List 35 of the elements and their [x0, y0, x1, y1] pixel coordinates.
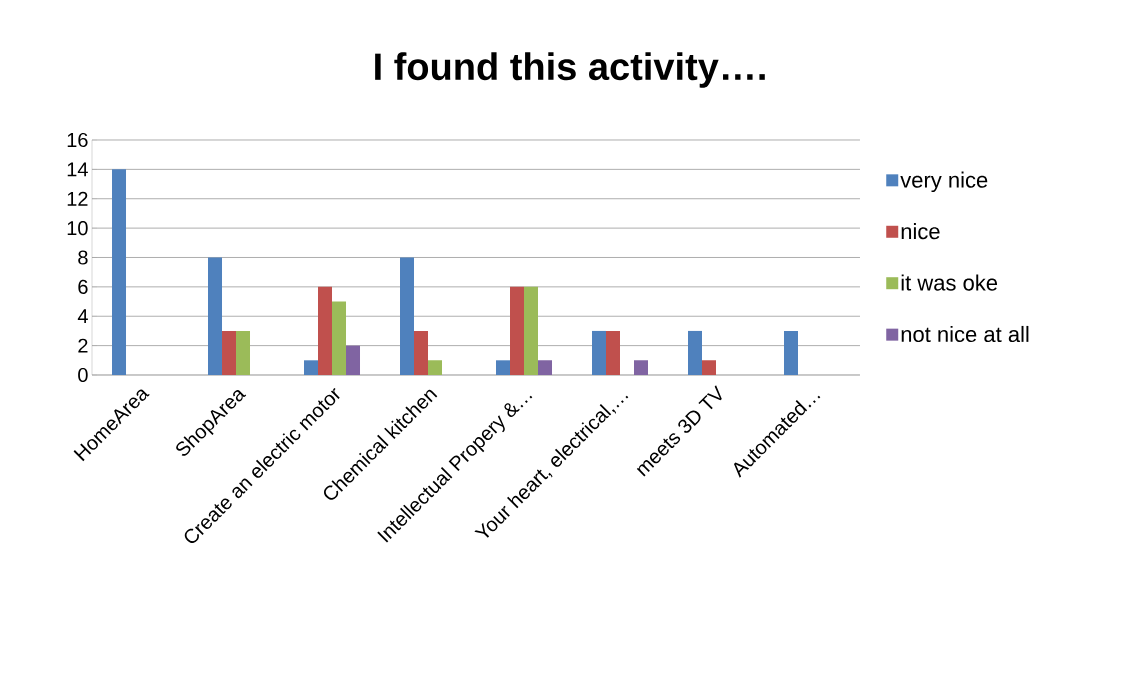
bar: [592, 330, 606, 375]
bar: [784, 330, 798, 375]
bar: [318, 286, 333, 375]
y-tick-label: 16: [67, 132, 88, 148]
bar: [112, 169, 127, 375]
y-tick-label: 8: [78, 250, 88, 265]
y-tick-label: 10: [67, 221, 88, 236]
chart-title: I found this activity….: [375, 52, 765, 88]
bar: [634, 360, 648, 375]
bar: [222, 330, 237, 375]
bar: [524, 286, 538, 375]
bar: [414, 330, 428, 375]
bar: [510, 286, 524, 375]
bar: [496, 360, 510, 375]
bar: [332, 301, 347, 375]
legend-label: very nice: [900, 171, 988, 193]
bar: [208, 257, 223, 375]
bar: [400, 257, 415, 375]
bar: [702, 360, 716, 375]
y-tick-label: 6: [78, 279, 88, 294]
bar: [688, 330, 702, 375]
bar: [304, 360, 319, 375]
bar: [538, 360, 552, 375]
legend-label: not nice at all: [901, 325, 1029, 343]
legend-label: it was oke: [901, 274, 998, 291]
bar: [346, 345, 361, 375]
y-tick-label: 0: [78, 367, 88, 383]
bar: [606, 330, 620, 375]
y-tick-label: 2: [78, 338, 88, 353]
y-tick-label: 12: [67, 191, 88, 206]
y-tick-label: 14: [67, 162, 88, 177]
y-tick-label: 4: [77, 309, 88, 324]
bar: [428, 360, 443, 375]
legend-label: nice: [901, 223, 940, 240]
bar: [236, 330, 251, 375]
